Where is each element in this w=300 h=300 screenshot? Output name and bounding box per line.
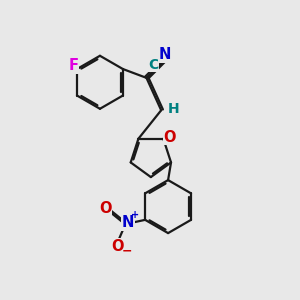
Text: N: N — [158, 47, 171, 62]
Text: O: O — [111, 239, 123, 254]
Text: N: N — [122, 215, 134, 230]
Text: −: − — [122, 244, 132, 258]
Text: C: C — [148, 58, 158, 72]
Text: +: + — [131, 210, 140, 220]
Text: O: O — [164, 130, 176, 145]
Text: O: O — [99, 201, 112, 216]
Text: F: F — [68, 58, 79, 73]
Text: H: H — [168, 102, 179, 116]
